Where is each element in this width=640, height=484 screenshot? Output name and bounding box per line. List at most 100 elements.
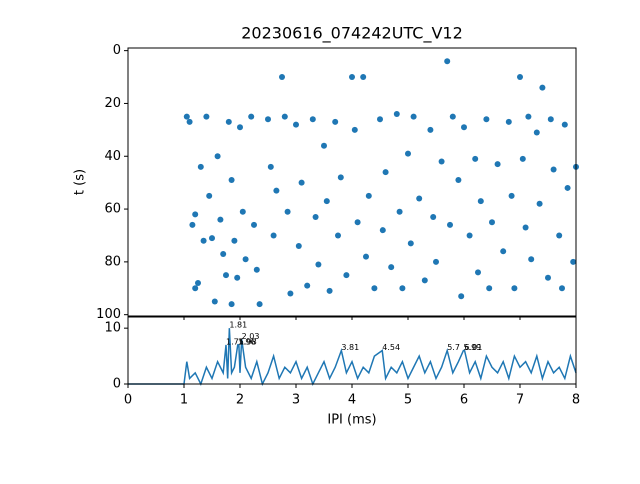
point — [197, 163, 204, 170]
point — [203, 113, 210, 120]
peak-label: 2.03 — [242, 332, 260, 341]
point — [279, 74, 285, 81]
point — [393, 111, 400, 118]
point — [304, 282, 311, 289]
point — [200, 237, 207, 244]
point — [239, 208, 246, 215]
point — [323, 198, 330, 205]
point — [253, 266, 260, 273]
point — [536, 200, 543, 207]
point — [321, 142, 327, 149]
point — [508, 192, 515, 199]
peak-label: 6.01 — [465, 343, 483, 352]
point — [225, 118, 232, 125]
point — [220, 250, 227, 257]
point — [217, 216, 224, 223]
point — [556, 232, 563, 239]
point — [256, 301, 263, 308]
y-axis-label: t (s) — [73, 169, 88, 195]
point — [192, 285, 199, 292]
point — [477, 198, 484, 205]
point — [371, 285, 378, 292]
point — [365, 192, 372, 199]
point — [281, 113, 288, 120]
point — [231, 237, 238, 244]
point — [407, 240, 414, 247]
point — [183, 113, 190, 120]
point — [326, 287, 333, 294]
point — [550, 166, 557, 173]
point — [564, 184, 571, 191]
point — [379, 227, 386, 234]
y-tick-label: 20 — [104, 96, 121, 111]
point — [475, 269, 481, 276]
point — [360, 74, 367, 81]
point — [273, 187, 280, 194]
point — [377, 116, 383, 123]
x-tick-label: 0 — [124, 393, 132, 408]
y-tick-label: 80 — [104, 254, 121, 269]
point — [525, 113, 532, 120]
x-tick-label: 4 — [348, 393, 356, 408]
peak-label: 5.99 — [463, 343, 481, 352]
y-tick-label: 100 — [96, 307, 121, 322]
point — [248, 113, 255, 120]
x-axis-label: IPI (ms) — [327, 413, 376, 428]
x-tick-label: 7 — [516, 393, 524, 408]
point — [354, 219, 361, 226]
point — [195, 279, 201, 286]
peak-label: 5.7 — [447, 343, 460, 352]
point — [337, 174, 344, 181]
point — [430, 213, 437, 220]
point — [500, 248, 507, 255]
point — [455, 177, 462, 184]
point — [237, 124, 243, 131]
point — [559, 285, 565, 292]
point — [444, 58, 451, 65]
point — [528, 256, 535, 263]
point — [517, 74, 523, 81]
point — [505, 118, 512, 125]
point — [382, 169, 389, 176]
point — [186, 118, 193, 125]
point — [228, 301, 235, 308]
x-tick-label: 3 — [292, 393, 300, 408]
peak-label: 1.75 — [226, 337, 244, 346]
peak-label: 1.96 — [238, 337, 256, 346]
point — [242, 256, 249, 263]
y-tick-label: 0 — [113, 377, 121, 392]
point — [449, 113, 456, 120]
point — [343, 272, 350, 279]
point — [416, 195, 423, 202]
point — [458, 293, 465, 300]
point — [189, 221, 196, 228]
point — [388, 264, 395, 271]
point — [533, 129, 540, 136]
point — [312, 213, 319, 220]
point — [251, 221, 257, 228]
point — [214, 153, 221, 160]
point — [267, 163, 274, 170]
peak-label: 4.54 — [382, 343, 400, 352]
point — [511, 285, 518, 292]
point — [270, 232, 277, 239]
point — [396, 208, 403, 215]
point — [545, 274, 551, 281]
x-tick-label: 2 — [236, 393, 244, 408]
y-tick-label: 0 — [113, 43, 121, 58]
point — [427, 126, 434, 133]
point — [363, 253, 369, 260]
point — [494, 161, 501, 168]
point — [295, 243, 302, 250]
point — [461, 124, 467, 131]
y-tick-label: 10 — [104, 321, 121, 336]
y-tick-label: 40 — [104, 149, 121, 164]
x-tick-label: 8 — [572, 393, 580, 408]
point — [335, 232, 341, 239]
peak-label: 3.81 — [341, 343, 359, 352]
point — [447, 221, 453, 228]
point — [519, 155, 526, 162]
point — [351, 126, 358, 133]
chart-title: 20230616_074242UTC_V12 — [241, 24, 463, 44]
point — [410, 113, 417, 120]
